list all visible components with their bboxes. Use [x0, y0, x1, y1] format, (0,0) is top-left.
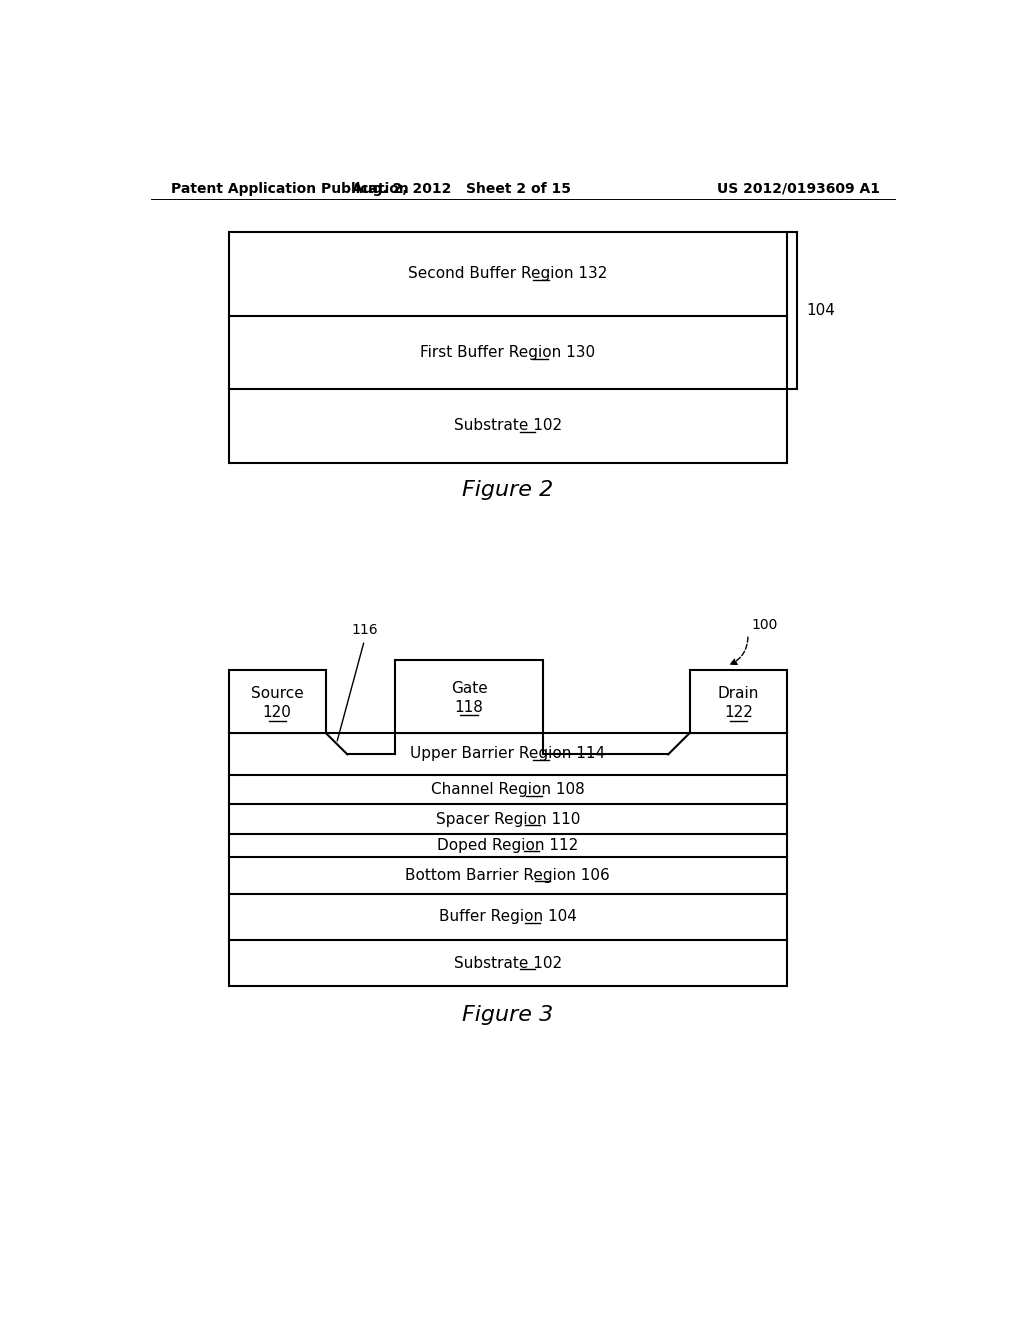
- Text: 116: 116: [351, 623, 378, 636]
- Text: 118: 118: [455, 701, 483, 715]
- Bar: [228, 733, 786, 986]
- Text: Spacer Region 110: Spacer Region 110: [435, 812, 580, 826]
- Text: Doped Region 112: Doped Region 112: [437, 838, 579, 853]
- Text: Substrate 102: Substrate 102: [454, 418, 562, 433]
- Bar: [690, 669, 786, 733]
- Text: 104: 104: [806, 304, 835, 318]
- Text: First Buffer Region 130: First Buffer Region 130: [420, 346, 595, 360]
- Text: 120: 120: [263, 705, 292, 721]
- Text: Second Buffer Region 132: Second Buffer Region 132: [408, 267, 607, 281]
- Text: Bottom Barrier Region 106: Bottom Barrier Region 106: [406, 867, 610, 883]
- Text: Drain: Drain: [718, 686, 759, 701]
- Bar: [395, 660, 543, 733]
- Text: Figure 2: Figure 2: [462, 479, 553, 499]
- Text: Figure 3: Figure 3: [462, 1005, 553, 1024]
- Text: 100: 100: [752, 618, 778, 632]
- Text: Upper Barrier Region 114: Upper Barrier Region 114: [411, 747, 605, 762]
- Bar: [228, 669, 326, 733]
- Text: Substrate 102: Substrate 102: [454, 956, 562, 970]
- Text: Gate: Gate: [451, 681, 487, 696]
- Text: US 2012/0193609 A1: US 2012/0193609 A1: [717, 182, 880, 195]
- Text: Source: Source: [251, 686, 303, 701]
- Text: Patent Application Publication: Patent Application Publication: [171, 182, 409, 195]
- FancyArrowPatch shape: [731, 638, 748, 664]
- Text: 122: 122: [724, 705, 753, 721]
- Text: Aug. 2, 2012   Sheet 2 of 15: Aug. 2, 2012 Sheet 2 of 15: [352, 182, 570, 195]
- Bar: [228, 231, 786, 462]
- Text: Channel Region 108: Channel Region 108: [431, 783, 585, 797]
- Text: Buffer Region 104: Buffer Region 104: [439, 909, 577, 924]
